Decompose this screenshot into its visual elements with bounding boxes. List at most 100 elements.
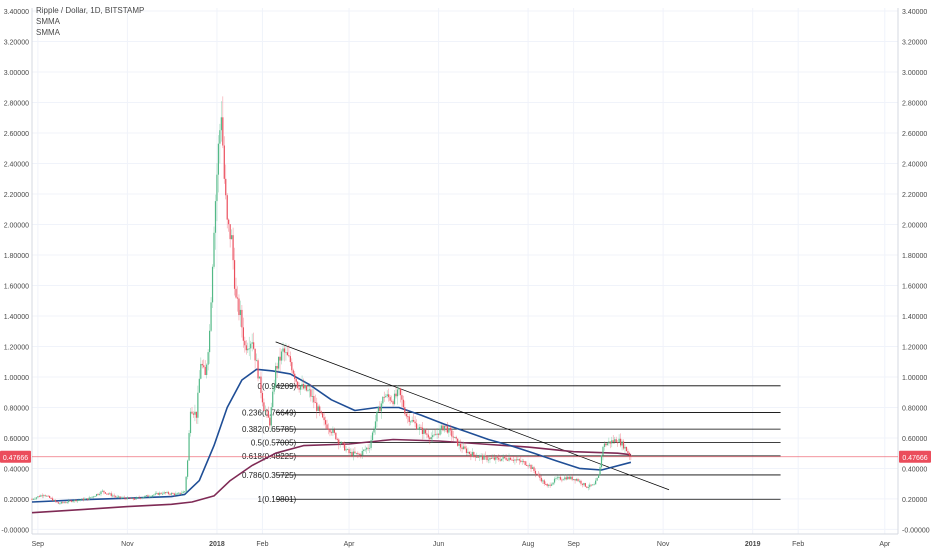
candle-body [449, 427, 451, 431]
candle-body [248, 348, 250, 350]
fib-level-label: 1(0.19801) [258, 495, 297, 504]
fib-level-label: 0.382(0.65785) [242, 425, 297, 434]
candle-body [344, 443, 346, 451]
candle-body [617, 442, 619, 444]
candle-body [427, 434, 429, 438]
candle-body [138, 497, 140, 499]
candle-body [385, 396, 387, 398]
candle-body [559, 477, 562, 480]
y-axis-left[interactable]: 3.40000 3.20000 3.00000 2.80000 2.60000 2.400… [1, 9, 29, 534]
candle-body [451, 430, 453, 437]
candle-body [528, 464, 531, 466]
trendline[interactable] [275, 341, 670, 491]
candle-body [443, 425, 446, 431]
candle-body [619, 438, 622, 446]
candle-body [393, 393, 396, 405]
y-tick-label-left: 1.60000 [4, 283, 29, 290]
candle-body [380, 403, 382, 412]
candle-body [518, 459, 520, 461]
y-tick-label-left: 0.40000 [4, 466, 29, 473]
candle-body [41, 495, 43, 497]
candle-body [225, 178, 227, 196]
candle-body [160, 492, 162, 494]
candle-body [367, 447, 369, 449]
candle-body [238, 298, 240, 316]
candle-body [415, 423, 418, 430]
symbol-title[interactable]: Ripple / Dollar, 1D, BITSTAMP [36, 6, 145, 15]
candle-body [75, 499, 77, 502]
candle-body [98, 494, 101, 495]
candle-body [151, 495, 153, 497]
candle-body [232, 235, 234, 261]
x-tick-label: Sep [567, 541, 580, 548]
candle-body [272, 391, 274, 408]
grid [31, 8, 899, 535]
y-tick-label-right: 0.80000 [902, 405, 927, 412]
candle-body [330, 432, 333, 434]
candle-body [311, 395, 313, 397]
candle-body [630, 455, 632, 457]
candle-body [65, 502, 67, 504]
candle-body [166, 492, 168, 493]
candle-body [596, 477, 598, 481]
x-tick-label: Apr [344, 541, 356, 548]
candle-body [178, 492, 180, 494]
candle-body [338, 439, 340, 445]
candle-body [241, 309, 243, 328]
candle-body [298, 387, 300, 390]
candle-body [332, 429, 334, 433]
candle-body [53, 499, 55, 501]
indicator-smma-1[interactable]: SMMA [36, 17, 60, 26]
candle-body [35, 497, 38, 499]
candle-body [597, 475, 600, 478]
candle-body [95, 494, 98, 496]
x-axis[interactable]: Sep Nov 2018 Feb Apr Jun Aug Sep Nov 2019 Feb Apr [32, 541, 891, 548]
candle-body [487, 459, 490, 461]
candle-body [335, 432, 337, 440]
candle-body [258, 376, 261, 379]
y-tick-label-right: 2.40000 [902, 162, 927, 169]
candle-body [326, 424, 328, 429]
candle-body [379, 407, 381, 412]
candle-body [49, 496, 51, 498]
smma-slow-series [31, 438, 631, 514]
candle-body [317, 406, 319, 411]
candle-body [551, 484, 553, 486]
fibonacci-retracement[interactable]: 0(0.94209) 0.236(0.76649) 0.382(0.65785) 0.… [242, 382, 781, 504]
candle-body [556, 477, 559, 479]
candle-body [341, 442, 343, 444]
y-tick-label-right: 1.00000 [902, 375, 927, 382]
candle-body [173, 493, 175, 495]
candle-body [59, 503, 61, 505]
candle-body [508, 457, 510, 461]
candle-body [628, 452, 630, 456]
candle-body [537, 474, 539, 476]
candle-body [512, 459, 515, 461]
candle-body [509, 457, 512, 460]
candle-body [517, 459, 519, 461]
candle-body [63, 502, 65, 504]
candle-body [40, 495, 42, 497]
candle-body [324, 420, 327, 425]
candle-body [320, 411, 322, 414]
candle-body [106, 493, 108, 495]
indicator-smma-2[interactable]: SMMA [36, 28, 60, 37]
smma-fast-series [31, 368, 632, 503]
candle-body [413, 419, 415, 422]
candle-body [159, 492, 161, 495]
y-axis-right[interactable]: 3.40000 3.20000 3.00000 2.80000 2.60000 2.400… [902, 9, 930, 534]
y-tick-label-right: 1.40000 [902, 314, 927, 321]
candle-body [279, 356, 281, 361]
candle-body [480, 455, 482, 457]
candle-body [418, 427, 421, 430]
candle-body [307, 389, 309, 391]
candle-body [300, 386, 302, 390]
candle-body [62, 502, 64, 503]
candle-body [206, 364, 208, 376]
candle-body [109, 493, 111, 495]
candle-body [612, 440, 614, 442]
candle-body [207, 352, 209, 365]
candle-body [589, 484, 591, 488]
candle-body [81, 498, 83, 500]
